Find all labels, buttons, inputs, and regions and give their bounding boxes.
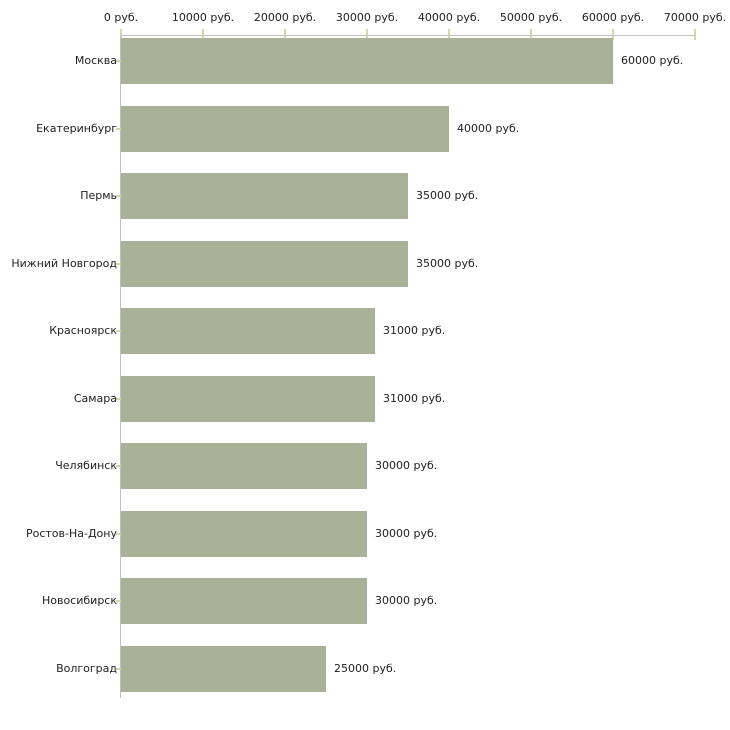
category-label: Пермь <box>80 189 117 202</box>
chart-row: Красноярск 31000 руб. <box>0 308 730 354</box>
category-label: Волгоград <box>56 661 117 675</box>
y-axis-tick-mark <box>116 532 121 535</box>
category-label: Екатеринбург <box>36 121 117 135</box>
chart-row: Нижний Новгород 35000 руб. <box>0 240 730 287</box>
y-axis-tick-mark <box>116 127 121 130</box>
x-axis-tick-label: 60000 руб. <box>581 11 645 24</box>
x-axis-tick-label: 20000 руб. <box>253 11 317 24</box>
x-axis-tick-mark <box>284 29 286 40</box>
bar <box>121 375 375 422</box>
x-axis-tick-mark <box>448 29 450 40</box>
value-label: 40000 руб. <box>457 121 520 135</box>
value-label: 60000 руб. <box>621 54 684 67</box>
chart-row: Челябинск 30000 руб. <box>0 443 730 489</box>
chart-row: Ростов-На-Дону 30000 руб. <box>0 510 730 557</box>
value-label: 30000 руб. <box>375 459 438 472</box>
x-axis-tick-label: 10000 руб. <box>171 11 235 24</box>
value-label: 31000 руб. <box>383 391 446 405</box>
x-axis-tick-mark <box>612 29 614 40</box>
category-label: Новосибирск <box>41 594 117 607</box>
value-label: 25000 руб. <box>334 661 397 675</box>
value-label: 30000 руб. <box>375 594 438 607</box>
x-axis-tick-label: 70000 руб. <box>663 11 727 24</box>
chart-row: Екатеринбург 40000 руб. <box>0 105 730 152</box>
bar <box>121 510 367 557</box>
category-label: Ростов-На-Дону <box>25 526 117 540</box>
x-axis-tick-mark <box>530 29 532 40</box>
y-axis-tick-mark <box>116 667 121 670</box>
bar <box>121 578 367 624</box>
chart-row: Волгоград 25000 руб. <box>0 645 730 692</box>
x-axis-tick-label: 40000 руб. <box>417 11 481 24</box>
y-axis-tick-mark <box>116 262 121 265</box>
bar <box>121 240 408 287</box>
value-label: 31000 руб. <box>383 324 446 337</box>
category-label: Москва <box>74 54 117 67</box>
x-axis-tick-label: 30000 руб. <box>335 11 399 24</box>
x-axis-tick-mark <box>366 29 368 40</box>
bar <box>121 173 408 219</box>
category-label: Нижний Новгород <box>11 256 117 270</box>
chart-row: Москва 60000 руб. <box>0 38 730 84</box>
value-label: 35000 руб. <box>416 189 479 202</box>
y-axis-tick-mark <box>116 600 121 602</box>
y-axis-tick-mark <box>116 465 121 467</box>
x-axis-line <box>120 35 695 36</box>
chart-row: Самара 31000 руб. <box>0 375 730 422</box>
y-axis-tick-mark <box>116 195 121 197</box>
x-axis-tick-mark <box>694 29 696 40</box>
value-label: 30000 руб. <box>375 526 438 540</box>
category-label: Челябинск <box>55 459 117 472</box>
category-label: Красноярск <box>49 324 117 337</box>
y-axis-tick-mark <box>116 330 121 332</box>
y-axis-line <box>120 35 121 698</box>
x-axis-tick-mark <box>120 29 122 40</box>
value-label: 35000 руб. <box>416 256 479 270</box>
x-axis-tick-label: 50000 руб. <box>499 11 563 24</box>
bar <box>121 645 326 692</box>
bar <box>121 443 367 489</box>
chart-row: Новосибирск 30000 руб. <box>0 578 730 624</box>
y-axis-tick-mark <box>116 60 121 62</box>
bar <box>121 105 449 152</box>
bar <box>121 308 375 354</box>
category-label: Самара <box>73 391 117 405</box>
bar <box>121 38 613 84</box>
y-axis-tick-mark <box>116 397 121 400</box>
x-axis-tick-mark <box>202 29 204 40</box>
chart-row: Пермь 35000 руб. <box>0 173 730 219</box>
x-axis-tick-label: 0 руб. <box>103 11 139 24</box>
